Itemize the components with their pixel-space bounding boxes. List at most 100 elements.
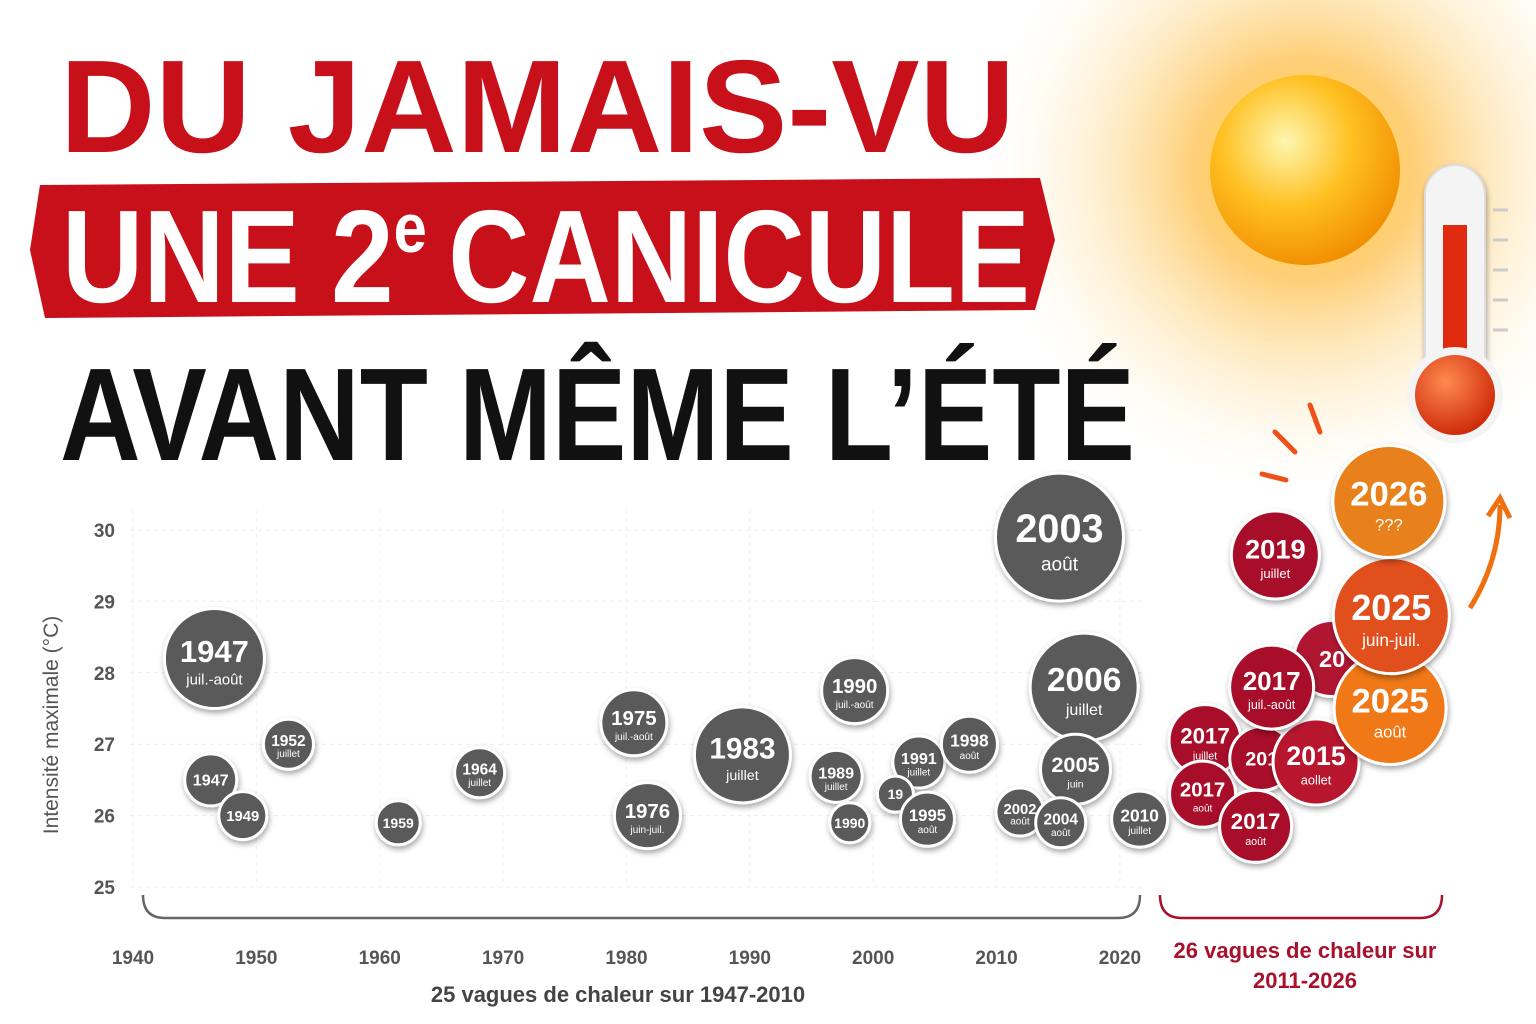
bubble-month: août	[1374, 723, 1407, 742]
bubble-month: juillet	[276, 749, 300, 760]
bubble	[1218, 788, 1294, 864]
bubble-year: 20	[1319, 646, 1345, 672]
bubble-year: 19	[888, 786, 904, 802]
bubble-year: 2004	[1043, 812, 1078, 829]
bubble-month: juin	[1066, 779, 1083, 790]
bubble	[1228, 643, 1316, 731]
bubble-month: aollet	[1301, 772, 1332, 787]
bubble-year: 1983	[709, 732, 775, 765]
bubble-month: août	[1051, 828, 1071, 839]
bubble	[1271, 717, 1361, 807]
bubble-year: 2025	[1351, 683, 1428, 721]
rays	[1259, 402, 1323, 483]
thermometer	[1407, 164, 1508, 443]
bubble-month: août	[1010, 817, 1030, 828]
bubble-year: 2017	[1180, 723, 1230, 748]
bubble-month: août	[1193, 803, 1213, 814]
headline-part: UNE 2	[62, 183, 394, 330]
series-label: 25 vagues de chaleur sur 1947-2010	[431, 982, 805, 1007]
y-tick-label: 28	[94, 664, 115, 685]
bubble-year: 2025	[1351, 587, 1431, 628]
grid: 25 26 27 28 29 30 1940 1950 1960 1970 1980 1990 2000…	[94, 510, 1145, 969]
bubble-year: 1949	[226, 809, 259, 825]
bubble-year: 1991	[901, 750, 937, 768]
bubble-month: juil.-août	[835, 700, 874, 711]
bubble	[162, 607, 266, 711]
bubble-month: juil.-août	[614, 732, 653, 743]
bubble-year: 2003	[1015, 507, 1103, 551]
bracket	[141, 894, 1142, 920]
bubble	[808, 748, 864, 804]
bubble-month: juil.-août	[185, 673, 243, 689]
bubble-year: 201	[1245, 749, 1278, 771]
bubble-month: ???	[1375, 516, 1403, 535]
bubble	[183, 752, 239, 808]
bubble	[453, 746, 507, 800]
bubble-month: juillet	[906, 768, 930, 779]
headline-band	[30, 178, 1055, 318]
x-tick-label: 1950	[235, 948, 277, 969]
y-tick-label: 27	[94, 735, 115, 756]
x-tick-label: 1990	[729, 948, 771, 969]
bubble	[1168, 759, 1238, 829]
x-tick-label: 2020	[1099, 948, 1141, 969]
x-tick-label: 1980	[605, 948, 647, 969]
bubble-month: août	[1041, 554, 1079, 575]
bubble-month: juillet	[1127, 826, 1151, 837]
bubble-month: juillet	[467, 778, 491, 789]
bubble	[217, 790, 269, 842]
bubble-month: juil.-août	[1247, 698, 1296, 712]
y-tick-label: 29	[94, 592, 115, 613]
bubble	[828, 801, 872, 845]
bubble-year: 2006	[1047, 662, 1121, 699]
headline-part: CANICULE	[448, 183, 1030, 330]
bubble-year: 1952	[271, 733, 305, 750]
bubble-year: 2002	[1003, 802, 1036, 818]
bubbles: 1947juil.-août194719491952juillet1959196…	[162, 443, 1451, 864]
bubble-month: juillet	[1065, 701, 1103, 719]
bubble	[599, 688, 669, 758]
bubble-year: 1990	[832, 675, 877, 698]
bubble	[374, 799, 422, 847]
bubble	[261, 717, 315, 771]
bubble-year: 2005	[1051, 752, 1099, 777]
bubble-year: 1959	[383, 815, 414, 831]
bubble-month: juillet	[725, 768, 759, 784]
bubble-month: juillet	[1259, 566, 1290, 581]
bubble-year: 1990	[834, 815, 865, 831]
bubble-year: 1976	[625, 800, 670, 823]
bubble-year: 2015	[1286, 741, 1345, 771]
bubble-month: juin-juil.	[1361, 630, 1420, 650]
bubble-year: 1989	[818, 764, 854, 782]
bubble	[820, 656, 890, 726]
headline-sup: e	[394, 189, 427, 267]
sun	[1210, 75, 1400, 265]
bubble	[1229, 509, 1321, 601]
arrow	[1467, 504, 1503, 610]
bubble-year: 1947	[180, 634, 249, 669]
bubble-month: juillet	[1192, 750, 1217, 762]
bubble-year: 1964	[462, 762, 497, 779]
x-tick-label: 2010	[975, 948, 1017, 969]
bubble-year: 2017	[1231, 809, 1281, 834]
series-label: 26 vagues de chaleur sur 2011-2026	[1173, 938, 1437, 993]
bubble-month: juillet	[824, 782, 848, 793]
bubble	[1034, 796, 1088, 850]
bubble	[612, 781, 682, 851]
bubble-month: juin-juil.	[629, 825, 664, 836]
x-tick-label: 1960	[359, 948, 401, 969]
y-tick-label: 26	[94, 807, 115, 828]
bubble-year: 2019	[1245, 533, 1306, 564]
bubble	[898, 790, 956, 848]
bubble-month: août	[1245, 836, 1266, 848]
bubble-year: 1947	[193, 772, 229, 790]
bubble	[1110, 789, 1170, 849]
x-tick-label: 1970	[482, 948, 524, 969]
bubble	[1331, 443, 1447, 559]
bubble	[692, 705, 792, 805]
arrow-head	[1485, 493, 1513, 520]
x-tick-label: 2000	[852, 948, 894, 969]
bubble-year: 1975	[611, 707, 656, 730]
